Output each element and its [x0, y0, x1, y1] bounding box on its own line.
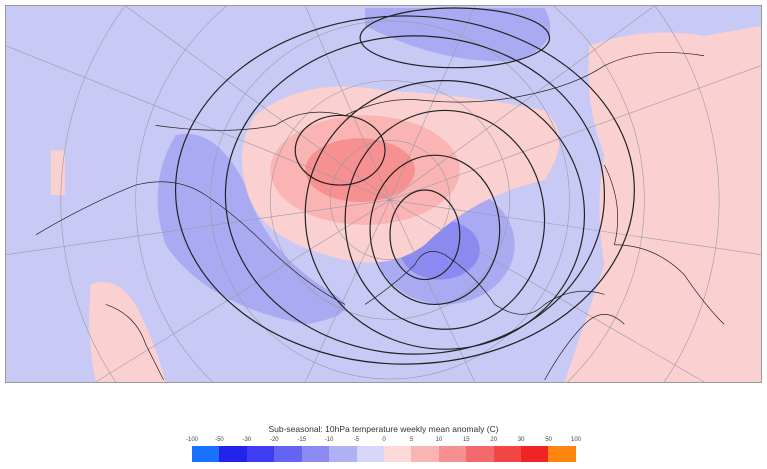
colorbar-tick-label: 5: [409, 437, 414, 443]
colorbar-swatch: [493, 446, 522, 462]
colorbar-title: Sub-seasonal: 10hPa temperature weekly m…: [268, 424, 499, 434]
warm-anomaly-core: [305, 138, 415, 202]
colorbar-swatch: [274, 446, 302, 462]
polar-stereographic-map: [5, 5, 762, 383]
colorbar-labels: -100 -50 -30 -20 -15 -10 -5 0 5 10 15 20 30 50 100: [186, 436, 581, 446]
colorbar-swatch: [548, 446, 576, 462]
colorbar-tick-label: 20: [490, 437, 498, 443]
colorbar-tick-label: 0: [382, 437, 386, 443]
warm-anomaly-west: [50, 150, 65, 195]
graticule: [6, 6, 761, 382]
colorbar-tick-label: -50: [215, 437, 224, 443]
colorbar-swatch: [411, 446, 439, 462]
colorbar-swatch: [301, 446, 330, 462]
colorbar-swatch: [521, 446, 549, 462]
colorbar-tick-label: -20: [269, 437, 279, 443]
colorbar-swatch: [246, 446, 275, 462]
colorbar: [192, 446, 576, 462]
warm-anomaly-east: [564, 25, 761, 382]
colorbar-swatch: [192, 446, 220, 462]
colorbar-tick-label: -10: [324, 437, 334, 443]
colorbar-tick-label: 50: [545, 437, 552, 443]
colorbar-tick-label: -100: [185, 437, 199, 443]
warm-anomaly-southwest: [89, 282, 166, 382]
colorbar-swatch: [329, 446, 357, 462]
coastlines: [35, 52, 725, 381]
colorbar-swatch: [219, 446, 247, 462]
colorbar-swatch: [356, 446, 384, 462]
colorbar-swatch: [383, 446, 412, 462]
colorbar-tick-label: -30: [242, 437, 252, 443]
colorbar-tick-label: 15: [462, 437, 470, 443]
colorbar-swatch: [466, 446, 494, 462]
colorbar-tick-label: 30: [517, 437, 525, 443]
colorbar-tick-label: 100: [570, 437, 582, 443]
colorbar-swatch: [438, 446, 467, 462]
cold-anomaly-north: [365, 7, 551, 62]
colorbar-tick-label: -5: [353, 437, 360, 443]
colorbar-tick-label: 10: [435, 437, 443, 443]
colorbar-tick-label: -15: [297, 437, 307, 443]
geopotential-contours: [174, 7, 635, 365]
